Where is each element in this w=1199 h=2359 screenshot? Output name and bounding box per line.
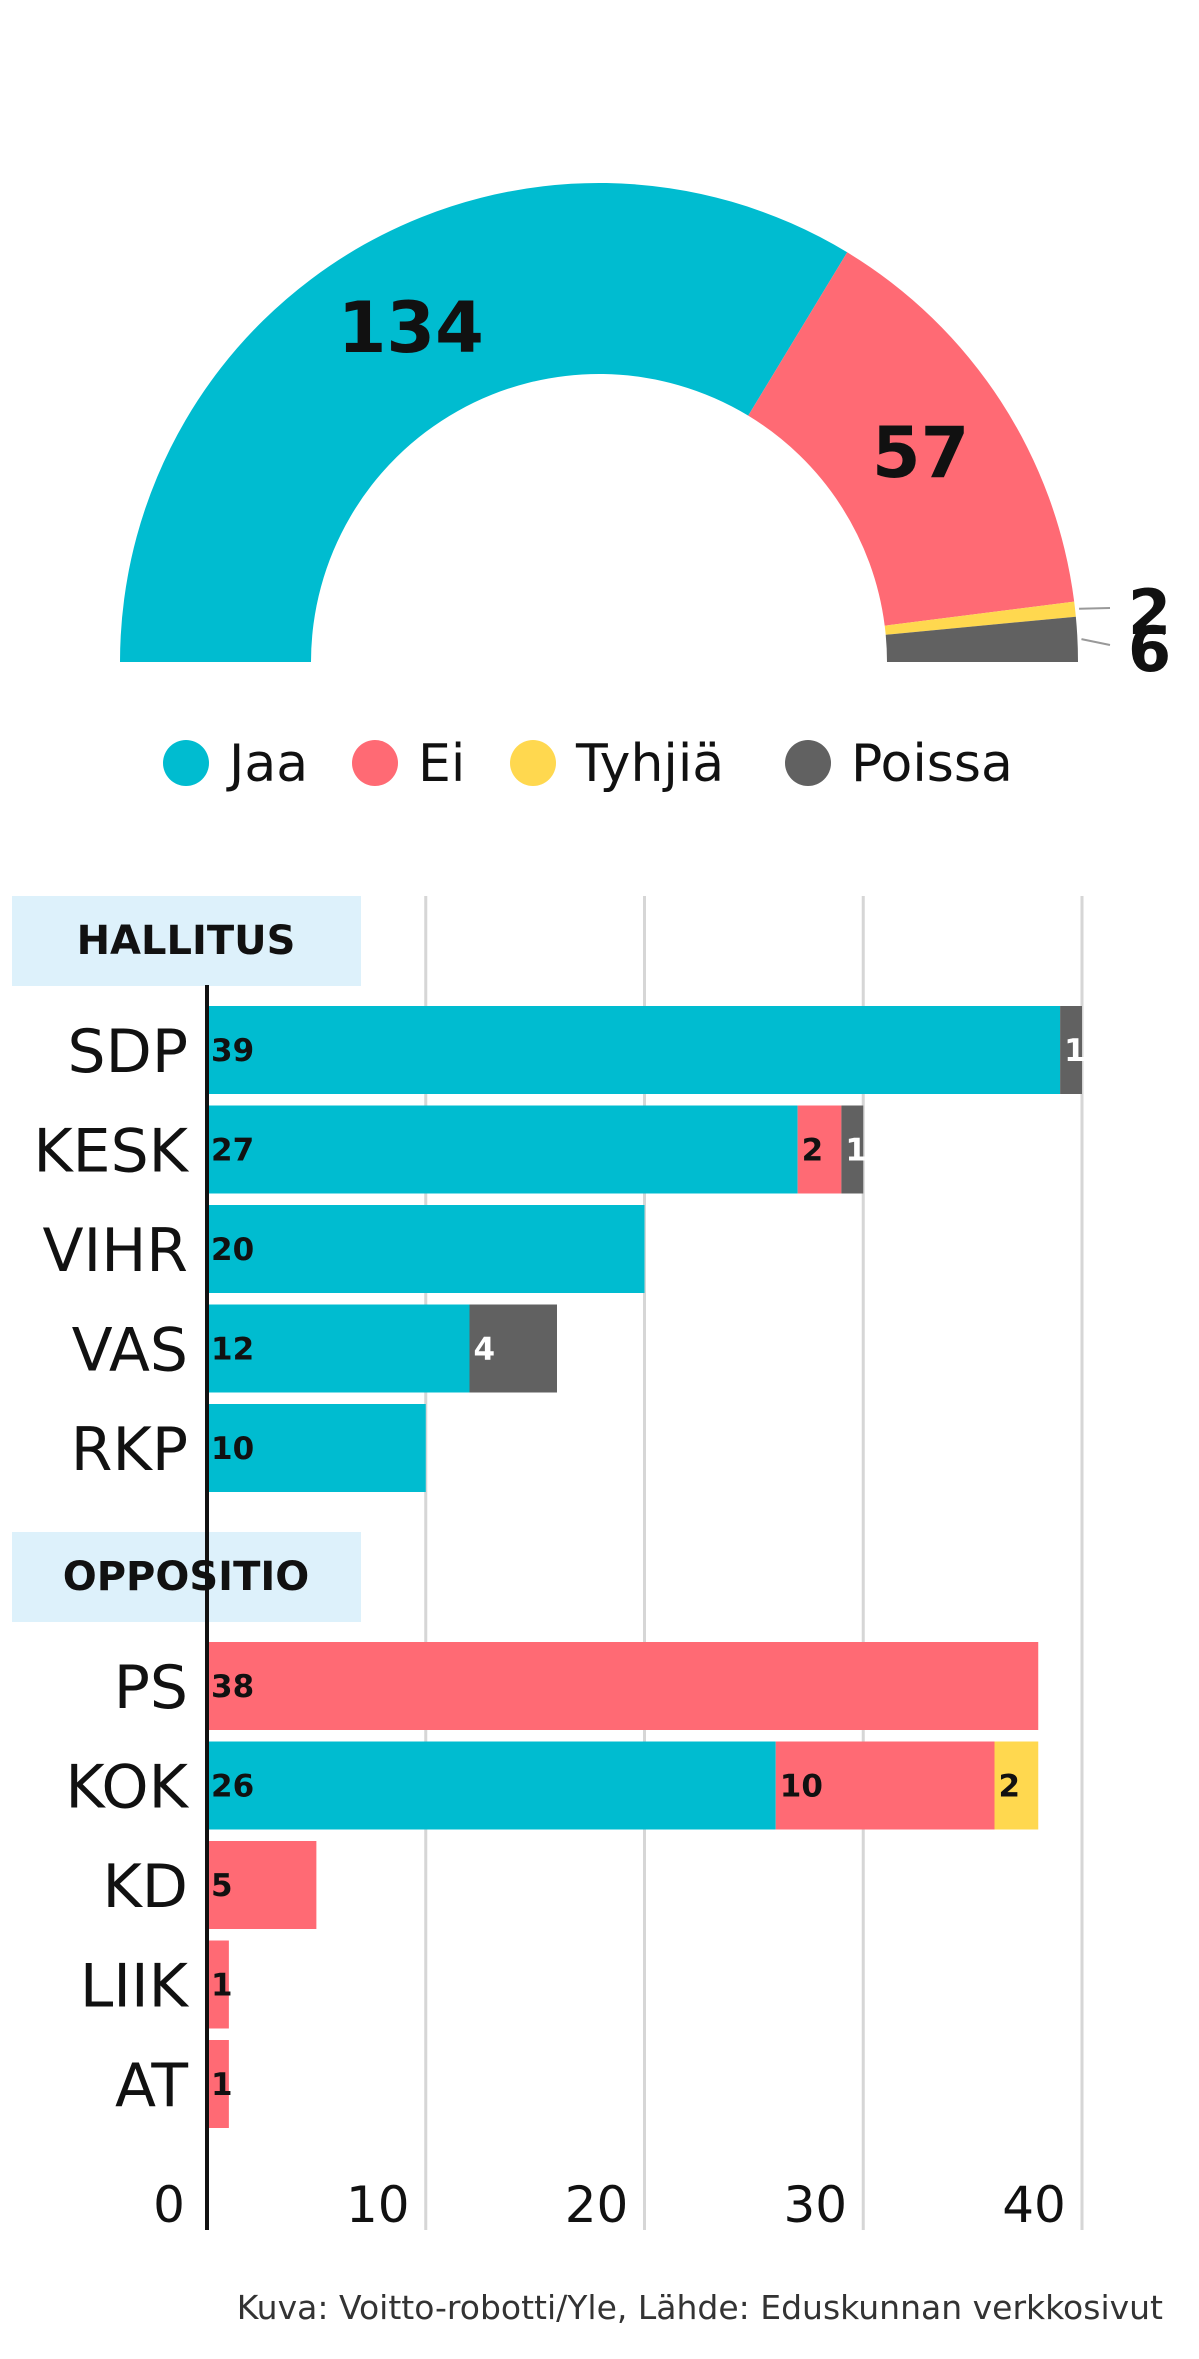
x-tick-label-0: 0 xyxy=(153,2176,185,2234)
bar-kesk-ei xyxy=(797,1105,842,1194)
legend-swatch-ei xyxy=(352,740,398,786)
bar-kesk-jaa xyxy=(207,1105,798,1194)
bar-rkp-jaa xyxy=(207,1404,426,1492)
bar-value-kd-ei: 5 xyxy=(211,1868,233,1904)
bar-vihr-jaa xyxy=(207,1205,645,1293)
party-label-vas: VAS xyxy=(72,1316,188,1386)
bar-kok-jaa xyxy=(207,1741,776,1830)
party-label-ps: PS xyxy=(114,1653,188,1723)
bar-value-kok-jaa: 26 xyxy=(211,1769,254,1805)
legend-swatch-tyhjia xyxy=(510,740,556,786)
bar-value-kesk-jaa: 27 xyxy=(211,1133,254,1169)
legend-label-tyhjia: Tyhjiä xyxy=(575,734,724,794)
bar-kok-tyhjia xyxy=(994,1741,1039,1830)
legend-swatch-poissa xyxy=(785,740,831,786)
bar-value-rkp-jaa: 10 xyxy=(211,1431,254,1467)
group-header-hallitus: HALLITUS xyxy=(77,918,296,964)
bar-value-ps-ei: 38 xyxy=(211,1669,254,1705)
group-header-oppositio: OPPOSITIO xyxy=(63,1554,310,1600)
bar-kesk-poissa xyxy=(841,1105,864,1194)
x-tick-label-20: 20 xyxy=(565,2176,629,2234)
donut-slice-tyhjia xyxy=(884,601,1076,635)
legend-label-ei: Ei xyxy=(418,734,465,794)
legend-item-tyhjia: Tyhjiä xyxy=(510,734,724,794)
legend-label-poissa: Poissa xyxy=(851,734,1013,794)
group-header-bg-hallitus xyxy=(12,896,361,986)
group-header-bg-oppositio xyxy=(12,1532,361,1622)
legend-label-jaa: Jaa xyxy=(226,734,308,794)
party-label-rkp: RKP xyxy=(71,1415,188,1485)
x-tick-label-30: 30 xyxy=(783,2176,847,2234)
donut-leader-poissa xyxy=(1081,638,1111,646)
x-tick-label-10: 10 xyxy=(346,2176,410,2234)
half-donut-chart: 134 57 26 Jaa Ei Tyhjiä Poissa xyxy=(120,182,1171,794)
party-label-kok: KOK xyxy=(65,1753,189,1823)
party-label-kesk: KESK xyxy=(33,1117,189,1187)
bar-value-kok-ei: 10 xyxy=(780,1769,823,1805)
bar-value-at-ei: 1 xyxy=(211,2067,233,2103)
donut-value-ei: 57 xyxy=(872,412,969,494)
bar-kok-ei xyxy=(775,1741,995,1830)
bar-at-ei xyxy=(207,2040,229,2128)
bar-value-sdp-poissa: 1 xyxy=(1064,1033,1086,1069)
bar-value-sdp-jaa: 39 xyxy=(211,1033,254,1069)
bar-sdp-jaa xyxy=(207,1006,1061,1094)
legend-item-jaa: Jaa xyxy=(163,734,308,794)
bar-value-liik-ei: 1 xyxy=(211,1968,233,2004)
donut-leader-tyhjia xyxy=(1079,607,1111,610)
bar-kd-ei xyxy=(207,1841,317,1929)
party-label-at: AT xyxy=(115,2051,188,2121)
donut-value-tyhjia: 2 xyxy=(1128,576,1171,649)
bar-liik-ei xyxy=(207,1940,229,2029)
bar-vas-jaa xyxy=(207,1304,470,1393)
bar-value-kesk-ei: 2 xyxy=(802,1133,824,1169)
bar-value-vas-poissa: 4 xyxy=(474,1332,496,1368)
bar-value-kok-tyhjia: 2 xyxy=(999,1769,1021,1805)
donut-slice-ei xyxy=(748,252,1075,626)
bar-sdp-poissa xyxy=(1060,1006,1082,1094)
donut-slice-jaa xyxy=(120,182,848,662)
bar-value-kesk-poissa: 1 xyxy=(845,1133,867,1169)
legend-item-ei: Ei xyxy=(352,734,465,794)
donut-value-jaa: 134 xyxy=(338,287,484,369)
party-label-vihr: VIHR xyxy=(42,1216,188,1286)
party-label-liik: LIIK xyxy=(80,1952,190,2022)
bar-ps-ei xyxy=(207,1642,1039,1730)
legend-swatch-jaa xyxy=(163,740,209,786)
bar-vas-poissa xyxy=(469,1304,557,1393)
legend-item-poissa: Poissa xyxy=(785,734,1013,794)
source-credit: Kuva: Voitto-robotti/Yle, Lähde: Eduskun… xyxy=(236,2288,1163,2327)
bar-value-vihr-jaa: 20 xyxy=(211,1232,254,1268)
donut-slice-poissa xyxy=(885,616,1078,662)
x-tick-label-40: 40 xyxy=(1002,2176,1066,2234)
party-label-sdp: SDP xyxy=(68,1017,188,1087)
bar-value-vas-jaa: 12 xyxy=(211,1332,254,1368)
donut-value-poissa: 6 xyxy=(1128,613,1171,686)
party-label-kd: KD xyxy=(102,1852,188,1922)
